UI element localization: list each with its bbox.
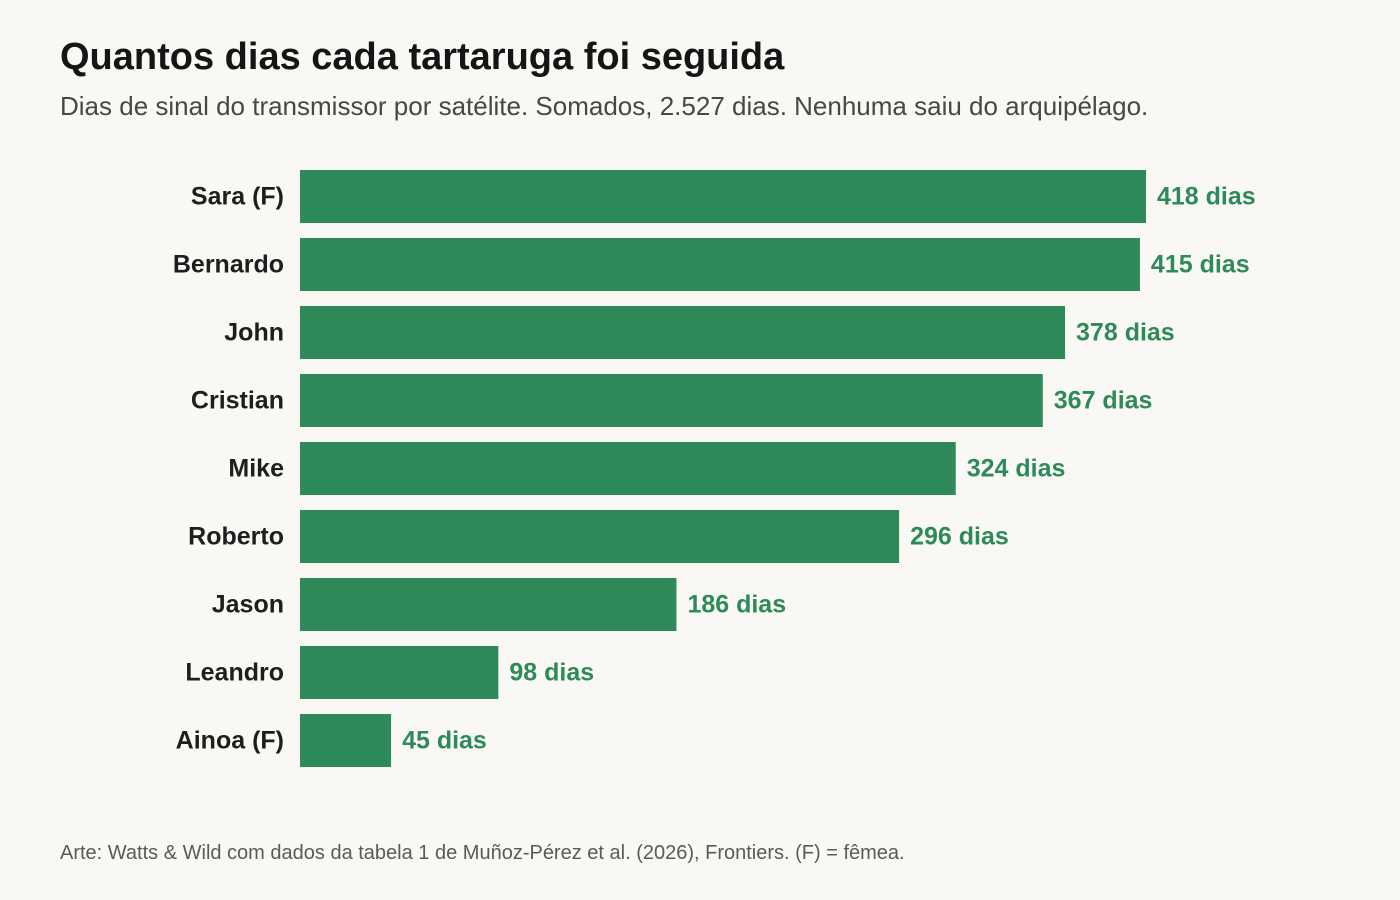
value-label: 418 dias	[1157, 183, 1256, 211]
value-label: 367 dias	[1054, 387, 1153, 415]
category-label: Jason	[212, 591, 284, 619]
source-note: Arte: Watts & Wild com dados da tabela 1…	[60, 842, 905, 864]
chart-subtitle: Dias de sinal do transmissor por satélit…	[60, 91, 1149, 121]
bar	[300, 714, 392, 767]
bar	[300, 374, 1043, 427]
category-label: Leandro	[185, 659, 284, 687]
category-label: Mike	[228, 455, 284, 483]
value-label: 324 dias	[967, 455, 1066, 483]
chart-title: Quantos dias cada tartaruga foi seguida	[60, 36, 785, 78]
category-label: Roberto	[188, 523, 284, 551]
category-label: Cristian	[191, 387, 284, 415]
bar	[300, 238, 1140, 291]
category-label: Ainoa (F)	[176, 727, 284, 755]
bar	[300, 646, 499, 699]
value-label: 45 dias	[402, 727, 487, 755]
value-label: 186 dias	[687, 591, 786, 619]
bar	[300, 578, 677, 631]
bar	[300, 306, 1066, 359]
category-label: John	[224, 319, 284, 347]
category-label: Bernardo	[173, 251, 284, 279]
value-label: 378 dias	[1076, 319, 1175, 347]
value-label: 98 dias	[509, 659, 594, 687]
category-label: Sara (F)	[191, 183, 284, 211]
bar	[300, 170, 1146, 223]
bar	[300, 442, 956, 495]
bar	[300, 510, 900, 563]
value-label: 415 dias	[1151, 251, 1250, 279]
value-label: 296 dias	[910, 523, 1009, 551]
